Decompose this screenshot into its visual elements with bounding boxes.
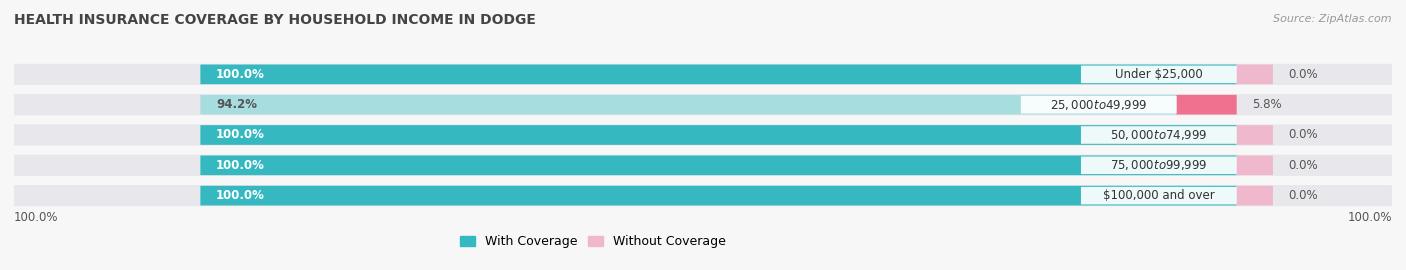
FancyBboxPatch shape: [1236, 156, 1272, 175]
FancyBboxPatch shape: [14, 94, 1392, 115]
Text: $75,000 to $99,999: $75,000 to $99,999: [1111, 158, 1208, 172]
FancyBboxPatch shape: [1236, 65, 1272, 84]
FancyBboxPatch shape: [1236, 186, 1272, 205]
Text: 100.0%: 100.0%: [217, 159, 264, 172]
FancyBboxPatch shape: [1081, 187, 1237, 204]
FancyBboxPatch shape: [1081, 157, 1237, 174]
Text: HEALTH INSURANCE COVERAGE BY HOUSEHOLD INCOME IN DODGE: HEALTH INSURANCE COVERAGE BY HOUSEHOLD I…: [14, 14, 536, 28]
FancyBboxPatch shape: [201, 186, 1237, 205]
FancyBboxPatch shape: [14, 64, 1392, 85]
Legend: With Coverage, Without Coverage: With Coverage, Without Coverage: [456, 230, 731, 253]
Text: 5.8%: 5.8%: [1253, 98, 1282, 111]
Text: Under $25,000: Under $25,000: [1115, 68, 1202, 81]
FancyBboxPatch shape: [1177, 95, 1237, 114]
FancyBboxPatch shape: [201, 65, 1237, 84]
Text: 100.0%: 100.0%: [217, 189, 264, 202]
Text: $100,000 and over: $100,000 and over: [1102, 189, 1215, 202]
Text: 0.0%: 0.0%: [1288, 129, 1317, 141]
FancyBboxPatch shape: [1021, 96, 1177, 113]
FancyBboxPatch shape: [1081, 126, 1237, 144]
Text: Source: ZipAtlas.com: Source: ZipAtlas.com: [1274, 14, 1392, 23]
FancyBboxPatch shape: [14, 155, 1392, 176]
Text: $50,000 to $74,999: $50,000 to $74,999: [1111, 128, 1208, 142]
Text: 100.0%: 100.0%: [14, 211, 59, 224]
Text: 0.0%: 0.0%: [1288, 189, 1317, 202]
FancyBboxPatch shape: [1081, 66, 1237, 83]
FancyBboxPatch shape: [14, 185, 1392, 206]
Text: $25,000 to $49,999: $25,000 to $49,999: [1050, 98, 1147, 112]
Text: 0.0%: 0.0%: [1288, 68, 1317, 81]
Text: 100.0%: 100.0%: [217, 129, 264, 141]
FancyBboxPatch shape: [201, 156, 1237, 175]
FancyBboxPatch shape: [1236, 125, 1272, 145]
Text: 94.2%: 94.2%: [217, 98, 257, 111]
FancyBboxPatch shape: [201, 125, 1237, 145]
Text: 100.0%: 100.0%: [1347, 211, 1392, 224]
Text: 0.0%: 0.0%: [1288, 159, 1317, 172]
FancyBboxPatch shape: [201, 95, 1177, 114]
FancyBboxPatch shape: [14, 124, 1392, 146]
Text: 100.0%: 100.0%: [217, 68, 264, 81]
